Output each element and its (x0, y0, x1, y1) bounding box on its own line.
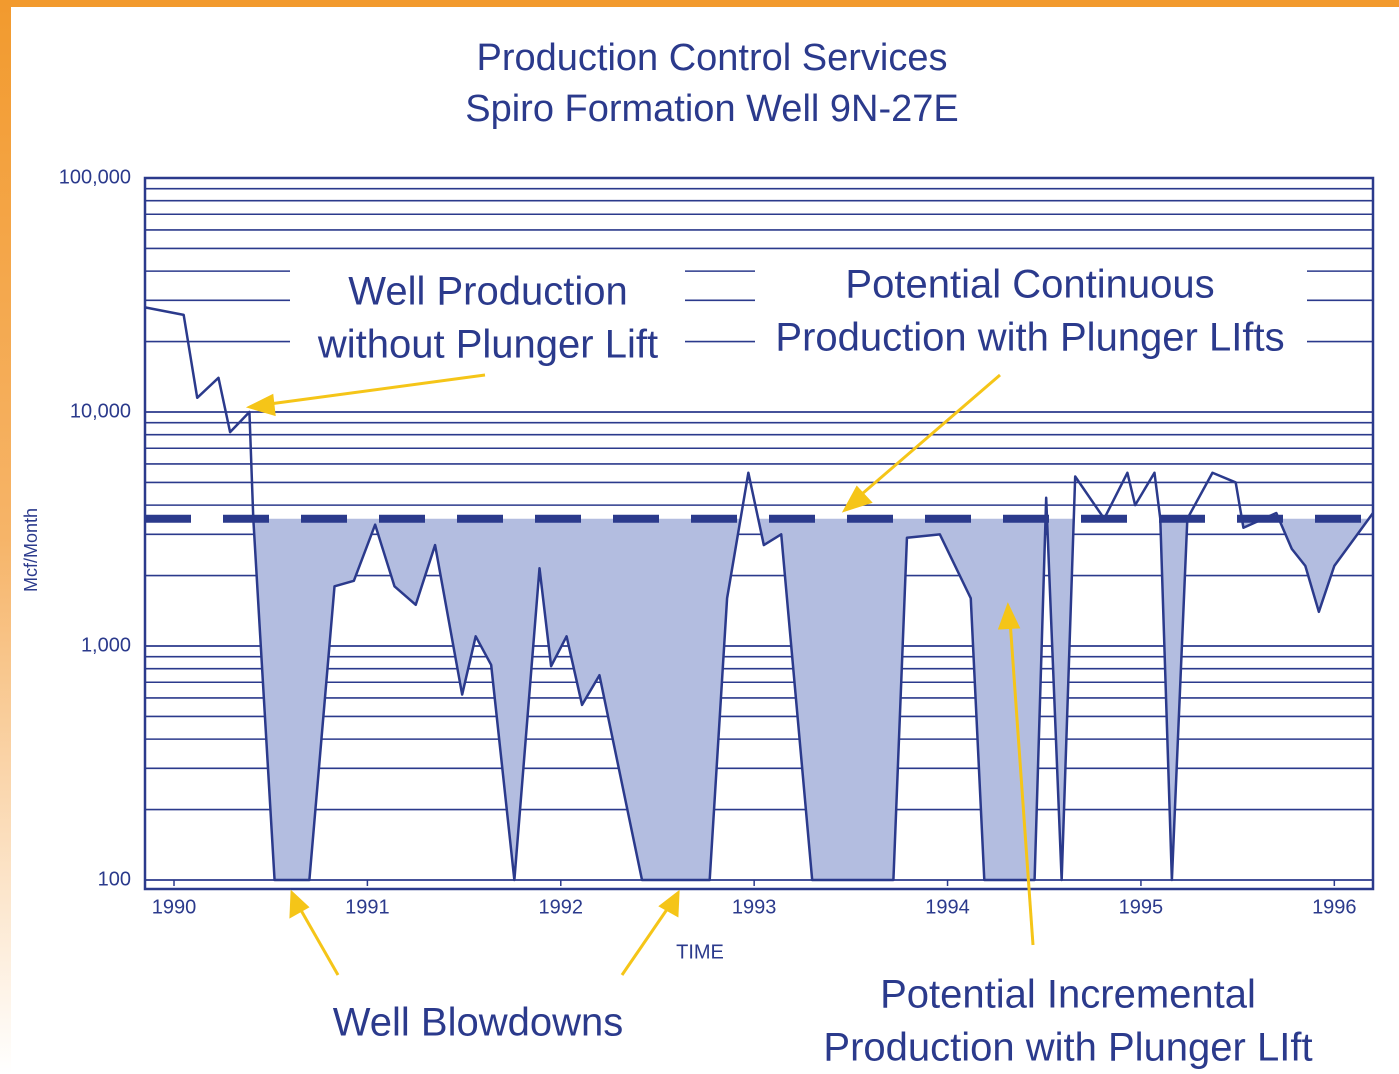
plot: 100 1,000 10,000 100,000 1990 1991 1992 1993 199… (59, 166, 1375, 1070)
title-line: Spiro Formation Well 9N-27E (465, 88, 958, 130)
annotations (245, 373, 1035, 976)
arrow (1008, 619, 1035, 946)
incremental-area (253, 518, 1369, 880)
annotation-text: Potential Continuous (845, 263, 1214, 307)
x-tick-label: 1995 (1119, 896, 1164, 918)
annotation-text: Potential Incremental (880, 973, 1256, 1017)
series-line (144, 306, 1375, 882)
arrow-head (997, 602, 1021, 630)
arrow-head (245, 393, 276, 417)
annotation-text: Production with Plunger LIft (823, 1026, 1312, 1070)
y-tick-label: 100,000 (59, 166, 131, 188)
y-axis-label: Mcf/Month (21, 508, 41, 592)
border-top (0, 0, 1399, 7)
plot-frame (143, 176, 1375, 891)
annotation-text: without Plunger Lift (317, 323, 658, 367)
y-tick-label: 100 (98, 868, 131, 890)
x-tick-label: 1994 (925, 896, 970, 918)
y-tick-label: 1,000 (81, 634, 131, 656)
x-tick-label: 1990 (152, 896, 197, 918)
annotation-bg (755, 255, 1307, 370)
arrow-head (289, 889, 310, 919)
arrow (620, 904, 672, 976)
arrow-head (841, 485, 873, 513)
annotation-text: Production with Plunger LIfts (775, 316, 1284, 360)
arrow (296, 904, 340, 976)
y-tick-label: 10,000 (70, 400, 131, 422)
x-axis-label: TIME (676, 941, 724, 963)
arrow-head (658, 889, 680, 918)
x-tick-label: 1992 (539, 896, 584, 918)
title-line: Production Control Services (477, 37, 948, 79)
annotation-text: Well Blowdowns (333, 1001, 624, 1045)
annotation-text: Well Production (348, 270, 627, 314)
x-tick-label: 1991 (345, 896, 390, 918)
border-left (0, 0, 11, 1074)
x-tick-label: 1993 (732, 896, 777, 918)
arrow (854, 373, 1001, 502)
arrow (261, 373, 486, 407)
x-tick-label: 1996 (1312, 896, 1357, 918)
annotation-bg (290, 262, 685, 377)
